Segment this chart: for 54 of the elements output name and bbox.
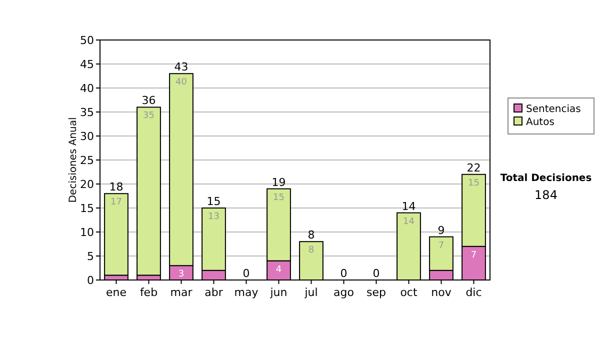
total-label: 14	[402, 200, 416, 213]
total-label: 8	[308, 228, 315, 242]
data-label: 40	[176, 78, 188, 88]
data-label: 8	[308, 246, 314, 256]
x-tick-label: ago	[334, 286, 354, 299]
y-tick-label: 30	[80, 130, 94, 143]
y-axis-title: Decisiones Anual	[68, 117, 79, 203]
data-label: 15	[468, 178, 480, 188]
total-label: 9	[438, 224, 445, 237]
total-label: 0	[340, 267, 348, 280]
legend-label: Autos	[526, 117, 554, 128]
y-tick-label: 15	[80, 202, 94, 215]
data-label: 13	[208, 212, 220, 222]
data-label: 7	[438, 240, 444, 251]
bar	[136, 106, 161, 276]
data-label: 35	[143, 111, 154, 122]
y-tick-label: 10	[80, 226, 94, 239]
x-tick-label: sep	[366, 286, 386, 299]
x-tick-label: jun	[269, 286, 288, 299]
x-tick-label: may	[234, 286, 259, 299]
data-label: 3	[178, 270, 184, 280]
y-tick-label: 35	[80, 106, 94, 119]
x-tick-label: nov	[431, 286, 452, 299]
legend-label: Sentencias	[526, 104, 581, 115]
x-tick-label: jul	[304, 286, 318, 299]
total-label: 15	[206, 195, 221, 208]
data-label: 15	[273, 192, 284, 203]
data-label: 14	[403, 216, 415, 227]
x-tick-label: mar	[170, 286, 193, 299]
y-tick-label: 5	[87, 250, 94, 263]
bar	[104, 193, 128, 276]
total-label: 22	[466, 161, 481, 174]
x-tick-label: oct	[400, 286, 418, 299]
x-tick-label: abr	[204, 286, 224, 299]
total-label: 0	[372, 267, 380, 280]
y-tick-label: 20	[80, 178, 94, 191]
y-tick-label: 40	[80, 82, 94, 95]
data-label: 17	[110, 198, 122, 208]
data-label: 7	[470, 250, 477, 260]
y-tick-label: 50	[80, 34, 94, 47]
total-label: 0	[242, 267, 250, 280]
x-tick-label: ene	[106, 286, 127, 299]
text: Total Decisiones	[500, 173, 592, 184]
y-tick-label: 45	[80, 58, 94, 71]
x-tick-label: feb	[140, 286, 158, 299]
y-tick-label: 25	[80, 154, 94, 167]
total-label: 36	[142, 94, 156, 108]
total-label: 18	[109, 180, 124, 194]
data-label: 4	[276, 264, 282, 275]
total-label: 19	[272, 176, 286, 189]
y-tick-label: 0	[87, 274, 94, 287]
text: 184	[534, 188, 558, 202]
x-tick-label: dic	[466, 286, 482, 299]
total-label: 43	[174, 60, 188, 74]
